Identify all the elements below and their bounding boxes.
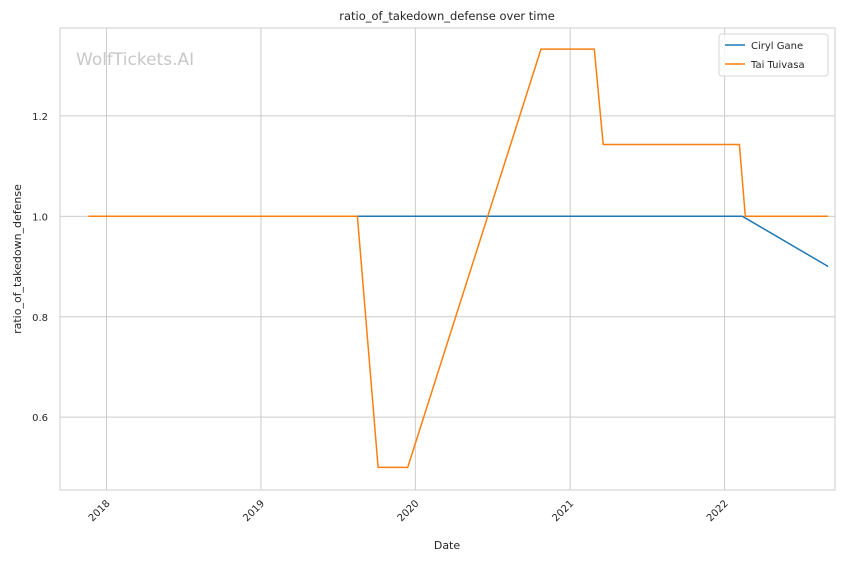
legend: Ciryl Gane Tai Tuivasa bbox=[718, 33, 829, 77]
series-line bbox=[88, 48, 829, 469]
legend-label: Tai Tuivasa bbox=[750, 60, 805, 71]
x-tick-label: 2019 bbox=[241, 498, 267, 524]
plot-area bbox=[59, 27, 836, 491]
x-axis-label: Date bbox=[434, 539, 461, 552]
y-tick-label: 0.8 bbox=[32, 313, 48, 324]
series-line bbox=[354, 215, 829, 268]
x-tick-label: 2020 bbox=[396, 498, 422, 524]
grid bbox=[60, 28, 835, 490]
legend-box bbox=[718, 33, 829, 77]
legend-label: Ciryl Gane bbox=[751, 41, 803, 52]
y-axis-label: ratio_of_takedown_defense bbox=[11, 184, 24, 334]
y-tick-labels: 0.6 0.8 1.0 1.2 bbox=[32, 112, 48, 424]
y-tick-label: 0.6 bbox=[32, 413, 48, 424]
watermark: WolfTickets.AI bbox=[76, 50, 194, 70]
chart-title: ratio_of_takedown_defense over time bbox=[339, 9, 555, 23]
series-lines bbox=[88, 48, 829, 469]
x-tick-label: 2021 bbox=[551, 498, 577, 524]
x-tick-label: 2018 bbox=[87, 498, 113, 524]
y-tick-label: 1.0 bbox=[32, 212, 48, 223]
x-tick-label: 2022 bbox=[705, 498, 731, 524]
x-tick-labels: 2018 2019 2020 2021 2022 bbox=[87, 498, 731, 524]
y-tick-label: 1.2 bbox=[32, 112, 48, 123]
